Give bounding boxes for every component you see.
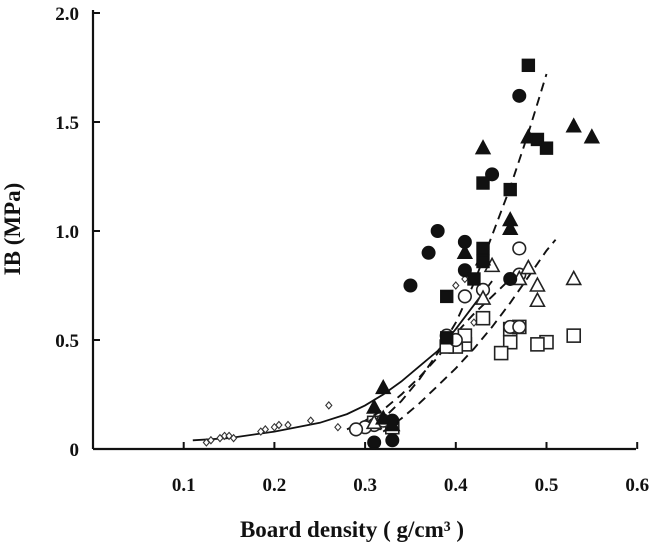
filled-square-point <box>503 182 517 197</box>
filled-circle-point <box>403 278 418 293</box>
small-diamond-point <box>325 401 333 410</box>
open-triangle-point <box>529 291 546 308</box>
fit-curve-dashed <box>364 73 548 433</box>
x-ticks: 0.1 0.2 0.3 0.4 0.5 0.6 <box>172 442 649 496</box>
filled-triangle-point <box>502 219 519 236</box>
fit-curve-dashed <box>382 239 557 433</box>
filled-circle-point <box>503 271 518 286</box>
x-tick-label: 0.1 <box>172 475 196 496</box>
open-square-point <box>493 345 509 361</box>
filled-square-point <box>539 141 554 155</box>
open-triangle-point <box>520 258 537 275</box>
x-tick-label: 0.5 <box>535 475 559 496</box>
filled-circle-point <box>367 435 382 450</box>
small-diamond-point <box>229 433 238 443</box>
data-points <box>202 58 601 450</box>
filled-circle-point <box>430 223 445 238</box>
fitted-curves <box>192 73 557 442</box>
filled-square-point <box>440 331 454 345</box>
open-circle-point <box>348 422 364 437</box>
filled-square-point <box>440 289 454 304</box>
filled-square-point <box>476 176 490 190</box>
open-circle-point <box>512 319 527 335</box>
small-diamond-point <box>452 281 460 290</box>
y-tick-label: 0.5 <box>55 331 79 352</box>
y-tick-label: 1.5 <box>55 113 79 134</box>
filled-triangle-point <box>365 398 383 414</box>
filled-square-point <box>476 254 490 269</box>
filled-triangle-point <box>474 139 492 155</box>
y-tick-label: 1.0 <box>55 222 79 243</box>
filled-circle-point <box>385 433 400 448</box>
x-tick-label: 0.4 <box>444 475 468 496</box>
filled-triangle-point <box>583 128 601 144</box>
small-diamond-point <box>334 422 342 432</box>
filled-triangle-point <box>565 117 582 133</box>
filled-circle-point <box>512 88 527 103</box>
open-circle-point <box>512 241 527 256</box>
filled-triangle-point <box>384 416 401 432</box>
x-tick-label: 0.6 <box>625 475 649 496</box>
filled-square-point <box>476 241 490 256</box>
open-square-point <box>566 328 582 343</box>
open-triangle-point <box>474 289 492 305</box>
x-tick-label: 0.2 <box>263 475 287 496</box>
filled-square-point <box>521 58 536 73</box>
filled-square-point <box>467 272 481 286</box>
axes <box>91 10 636 451</box>
small-diamond-point <box>461 274 469 284</box>
small-diamond-point <box>261 425 270 434</box>
small-diamond-point <box>306 416 315 426</box>
y-tick-label: 2.0 <box>55 4 79 25</box>
filled-circle-point <box>421 245 436 260</box>
filled-triangle-point <box>456 243 474 259</box>
small-diamond-point <box>207 435 215 445</box>
small-diamond-point <box>275 420 283 430</box>
x-tick-label: 0.3 <box>353 475 377 496</box>
fit-curve-solid <box>192 280 493 442</box>
open-circle-point <box>457 289 472 304</box>
filled-triangle-point <box>375 409 392 425</box>
open-square-point <box>530 337 545 352</box>
y-tick-label: 0 <box>70 440 80 461</box>
open-square-point <box>475 310 491 326</box>
y-axis-title: IB (MPa) <box>0 183 25 276</box>
open-triangle-point <box>565 269 583 286</box>
open-triangle-point <box>529 276 546 292</box>
x-axis-title: Board density ( g/cm³ ) <box>240 517 464 542</box>
small-diamond-point <box>284 420 292 430</box>
filled-triangle-point <box>375 378 392 395</box>
open-square-point <box>502 334 518 350</box>
y-ticks: 0 0.5 1.0 1.5 2.0 <box>55 4 100 461</box>
